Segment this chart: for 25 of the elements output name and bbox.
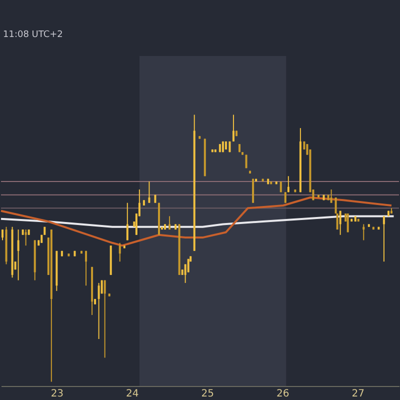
candlestick [2,229,4,241]
candlestick [330,188,332,204]
candlestick [17,229,20,281]
candlestick [287,176,290,193]
candlestick [24,229,27,246]
candlestick [346,213,349,233]
candlestick [85,250,88,286]
x-tick-label: 24 [126,388,139,400]
candlestick [382,216,385,262]
candlestick [187,258,190,273]
candlestick [284,192,286,204]
candlestick [148,180,150,204]
candlestick [118,242,121,262]
text: 11:08 UTC+2 [3,30,63,40]
candlestick [98,282,100,340]
candlestick [168,216,171,230]
candlestick [339,210,342,236]
candlestick [126,202,128,241]
x-tick-label: 23 [50,388,64,400]
candlestick [362,224,365,241]
candlestick [232,114,234,142]
x-tick-label: 26 [276,388,290,400]
x-tick-label: 27 [352,388,364,400]
x-tick-label: 25 [201,388,214,400]
candlestick [104,280,106,358]
